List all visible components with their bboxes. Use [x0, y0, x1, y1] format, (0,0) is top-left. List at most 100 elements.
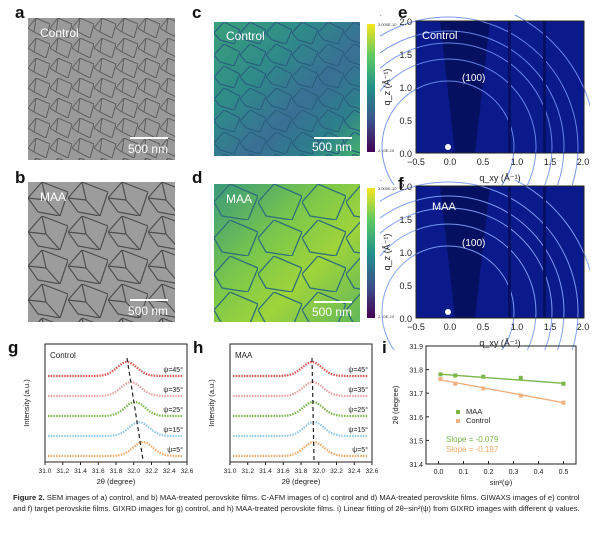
xtick: 1.0	[511, 322, 524, 332]
data-point	[481, 386, 486, 391]
x-tick-label: 32.2	[330, 468, 343, 475]
plot-frame	[44, 343, 188, 463]
xtick: 1.5	[544, 157, 557, 167]
y-axis-label: Intensity (a.u.)	[22, 379, 31, 427]
ytick: 0.0	[399, 149, 412, 159]
x-axis-label: sin²(ψ)	[490, 478, 513, 487]
x-tick-label: 0.2	[484, 469, 494, 476]
colorbar-max: 3.000E-10	[378, 186, 397, 191]
data-point	[561, 400, 566, 405]
ytick: 0.5	[399, 116, 412, 126]
scale-bar	[314, 137, 352, 139]
fit-chart-i: 31.9 31.8 31.7 31.6 31.5 31.4 0.0 0.1 0.2 0.3 0.4 0…	[391, 344, 577, 487]
xtick: 0.0	[444, 322, 457, 332]
scale-text: 500 nm	[128, 304, 169, 318]
x-tick-label: 32.4	[163, 468, 176, 475]
ytick: 0.5	[399, 281, 412, 291]
caption-text: SEM images of a) control, and b) MAA-tre…	[13, 493, 580, 513]
y-tick-label: 31.4	[409, 462, 423, 469]
panel-letter-b: b	[15, 168, 26, 187]
psi-label: ψ=25°	[348, 406, 368, 414]
xtick: −0.5	[407, 157, 425, 167]
gixrd-profile	[233, 380, 368, 398]
psi-label: ψ=25°	[163, 406, 183, 414]
gixrd-profile	[48, 400, 183, 418]
scale-bar	[130, 299, 168, 301]
x-tick-label: 0.4	[534, 469, 544, 476]
slope-annotation: Slope = -0.197	[446, 445, 499, 454]
x-axis-label: 2θ (degree)	[282, 477, 321, 486]
xtick: 0.5	[477, 157, 490, 167]
ytick: 1.0	[399, 248, 412, 258]
x-axis-label: q_xy (Å⁻¹)	[479, 173, 520, 183]
panel-e-label: Control	[422, 30, 457, 42]
gixrd-profile	[233, 440, 368, 458]
gixrd-profile	[233, 360, 368, 378]
xtick: −0.5	[407, 322, 425, 332]
ytick: 0.0	[399, 314, 412, 324]
x-tick-label: 32.0	[312, 468, 325, 475]
y-axis-label: q_z (Å⁻¹)	[382, 69, 392, 106]
scale-text: 500 nm	[312, 305, 353, 319]
gixrd-profile	[233, 420, 368, 438]
psi-label: ψ=45°	[348, 366, 368, 374]
xtick: 1.0	[511, 157, 524, 167]
x-tick-label: 32.0	[127, 468, 140, 475]
gixrd-profile	[48, 420, 183, 438]
colorbar-max: 3.000E-10	[378, 22, 397, 27]
psi-label: ψ=5°	[352, 446, 368, 454]
legend-label: MAA	[466, 407, 482, 416]
x-tick-label: 31.4	[259, 468, 272, 475]
x-tick-label: 31.6	[92, 468, 105, 475]
data-point	[453, 381, 458, 386]
panel-f-label: MAA	[432, 201, 457, 213]
x-tick-label: 31.6	[277, 468, 290, 475]
panel-label: MAA	[235, 351, 253, 360]
psi-label: ψ=15°	[163, 426, 183, 434]
x-axis-label: 2θ (degree)	[97, 477, 136, 486]
afm-texture	[214, 184, 360, 322]
xtick: 0.5	[477, 322, 490, 332]
colorbar	[367, 188, 375, 318]
psi-label: ψ=5°	[167, 446, 183, 454]
afm-texture	[214, 22, 360, 156]
fit-line	[438, 378, 564, 404]
panel-letter-g: g	[8, 338, 19, 357]
panel-letter-a: a	[15, 3, 25, 22]
x-tick-label: 0.3	[509, 469, 519, 476]
afm-image-control: Control 500 nm	[214, 22, 360, 156]
ytick: 2.0	[399, 182, 412, 192]
x-tick-label: 31.2	[241, 468, 254, 475]
gixrd-profile	[48, 380, 183, 398]
legend-label: Control	[466, 416, 491, 425]
x-tick-label: 31.2	[56, 468, 69, 475]
panel-letter-h: h	[193, 338, 204, 357]
psi-label: ψ=45°	[163, 366, 183, 374]
panel-c-label: Control	[226, 29, 265, 43]
sem-image-maa: MAA 500 nm	[28, 182, 175, 322]
data-point	[438, 377, 443, 382]
ytick: 1.0	[399, 83, 412, 93]
psi-label: ψ=15°	[348, 426, 368, 434]
panel-letter-c: c	[192, 3, 202, 22]
ytick: 2.0	[399, 17, 412, 27]
y-tick-label: 31.7	[409, 391, 423, 398]
sem-image-control: Control 500 nm	[28, 18, 175, 160]
x-tick-label: 0.0	[434, 469, 444, 476]
x-tick-label: 0.1	[459, 469, 469, 476]
ytick: 1.5	[399, 50, 412, 60]
gixrd-g: Control ψ=45° ψ=35° ψ=25° ψ=15° ψ=5° 31.0 31.2 3…	[22, 343, 194, 486]
peak-label: (100)	[462, 238, 485, 249]
gixrd-profile	[48, 440, 183, 458]
panel-b-label: MAA	[40, 190, 67, 204]
ytick: 1.5	[399, 215, 412, 225]
xtick: 2.0	[577, 157, 590, 167]
y-tick-label: 31.6	[409, 415, 423, 422]
peak-shift-line	[126, 357, 144, 461]
gixrd-profile	[48, 360, 183, 378]
slope-annotation: Slope = -0.079	[446, 435, 499, 444]
x-tick-label: 32.6	[366, 468, 379, 475]
panel-letter-i: i	[382, 338, 387, 357]
y-axis-label: Intensity (a.u.)	[207, 379, 216, 427]
xtick: 2.0	[577, 322, 590, 332]
